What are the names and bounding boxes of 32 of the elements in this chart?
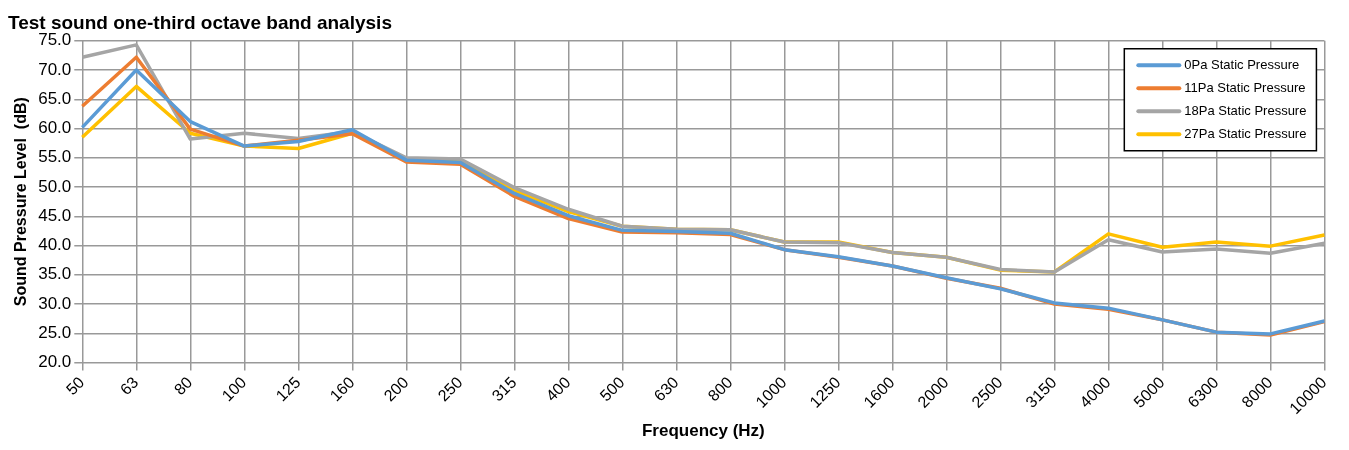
y-tick-label: 65.0 bbox=[38, 88, 72, 108]
legend-label: 27Pa Static Pressure bbox=[1184, 125, 1307, 141]
x-tick-label: 200 bbox=[380, 373, 412, 405]
y-tick-label: 70.0 bbox=[38, 59, 72, 79]
y-tick-label: 50.0 bbox=[38, 176, 72, 196]
x-tick-label: 800 bbox=[704, 373, 736, 405]
x-tick-label: 630 bbox=[650, 373, 682, 405]
y-tick-label: 75.0 bbox=[38, 30, 72, 50]
x-tick-label: 500 bbox=[596, 373, 628, 405]
y-tick-label: 60.0 bbox=[38, 118, 72, 138]
x-tick-label: 50 bbox=[62, 373, 88, 399]
chart-title: Test sound one-third octave band analysis bbox=[8, 11, 392, 33]
y-tick-label: 55.0 bbox=[38, 147, 72, 167]
y-tick-label: 45.0 bbox=[38, 205, 72, 225]
x-tick-label: 125 bbox=[272, 373, 304, 405]
legend-label: 18Pa Static Pressure bbox=[1184, 102, 1307, 118]
x-tick-label: 250 bbox=[434, 373, 466, 405]
x-tick-label: 100 bbox=[218, 373, 250, 405]
legend-label: 11Pa Static Pressure bbox=[1184, 79, 1306, 95]
y-axis-title: Sound Pressure Level (dB) bbox=[12, 97, 30, 307]
y-tick-label: 25.0 bbox=[38, 323, 72, 342]
x-tick-label: 315 bbox=[488, 373, 520, 405]
y-tick-label: 20.0 bbox=[38, 352, 72, 372]
x-tick-label: 80 bbox=[170, 373, 196, 399]
y-tick-label: 40.0 bbox=[38, 235, 72, 255]
x-tick-label: 400 bbox=[542, 373, 574, 405]
x-tick-label: 63 bbox=[116, 373, 142, 399]
x-tick-label: 160 bbox=[326, 373, 358, 405]
y-tick-label: 35.0 bbox=[38, 264, 72, 284]
legend-label: 0Pa Static Pressure bbox=[1184, 56, 1300, 72]
y-tick-label: 30.0 bbox=[38, 293, 72, 313]
x-axis-title: Frequency (Hz) bbox=[641, 421, 765, 441]
